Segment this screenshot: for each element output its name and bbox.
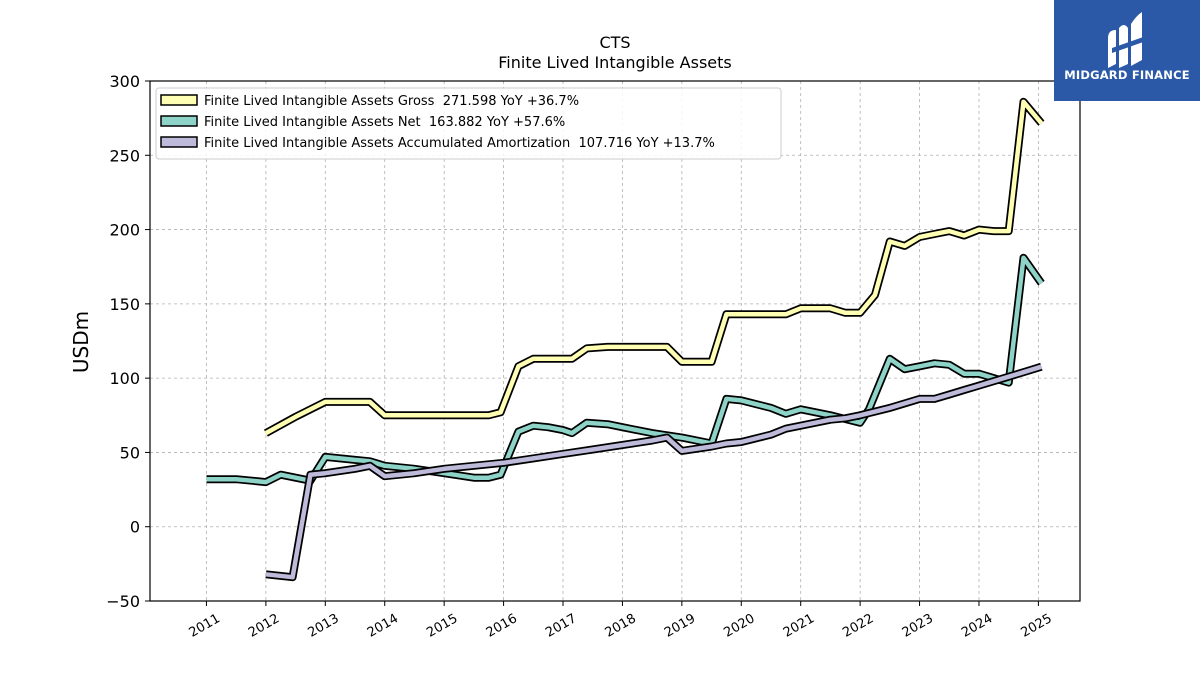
x-tick-label: 2023 <box>900 611 936 641</box>
legend-label[interactable]: Finite Lived Intangible Assets Net 163.8… <box>204 115 565 130</box>
grid <box>150 81 1080 601</box>
y-axis-label: USDm <box>69 311 93 373</box>
logo-text: MIDGARD FINANCE <box>1064 68 1190 82</box>
midgard-finance-logo: MIDGARD FINANCE <box>1054 0 1200 101</box>
legend-box <box>155 87 782 160</box>
chart-title: CTS <box>599 33 630 52</box>
x-tick-label: 2015 <box>424 611 460 641</box>
y-tick-label: 100 <box>109 369 140 388</box>
x-tick-label: 2022 <box>840 611 876 641</box>
x-tick-label: 2014 <box>365 611 401 641</box>
x-tick-label: 2020 <box>721 611 757 641</box>
y-tick-label: 200 <box>109 221 140 240</box>
x-tick-label: 2025 <box>1019 611 1055 641</box>
y-tick-label: 300 <box>109 72 140 91</box>
midgard-logo-icon <box>1108 12 1146 68</box>
legend-swatch[interactable] <box>160 94 198 106</box>
x-tick-label: 2012 <box>246 611 282 641</box>
x-tick-label: 2018 <box>603 611 639 641</box>
chart-subtitle: Finite Lived Intangible Assets <box>498 53 731 72</box>
series-line-1 <box>264 99 1044 436</box>
legend-label[interactable]: Finite Lived Intangible Assets Accumulat… <box>204 136 715 151</box>
x-tick-label: 2011 <box>187 611 223 641</box>
x-tick-label: 2021 <box>781 611 817 641</box>
x-tick-label: 2019 <box>662 611 698 641</box>
series-lines <box>206 97 1045 582</box>
legend-swatch[interactable] <box>160 136 198 148</box>
x-tick-label: 2016 <box>484 611 520 641</box>
y-tick-label: 0 <box>130 518 140 537</box>
x-tick-label: 2017 <box>543 611 579 641</box>
x-tick-label: 2024 <box>959 611 995 641</box>
legend-swatch[interactable] <box>160 115 198 127</box>
series-line-2 <box>206 255 1044 485</box>
legend[interactable]: Finite Lived Intangible Assets Gross 271… <box>155 87 782 160</box>
legend-label[interactable]: Finite Lived Intangible Assets Gross 271… <box>204 94 579 109</box>
series-line-3 <box>265 364 1043 580</box>
y-tick-label: 50 <box>120 443 140 462</box>
x-tick-label: 2013 <box>305 611 341 641</box>
y-tick-label: −50 <box>106 592 140 611</box>
y-tick-label: 150 <box>109 295 140 314</box>
y-tick-label: 250 <box>109 146 140 165</box>
plot-frame <box>149 80 1081 602</box>
